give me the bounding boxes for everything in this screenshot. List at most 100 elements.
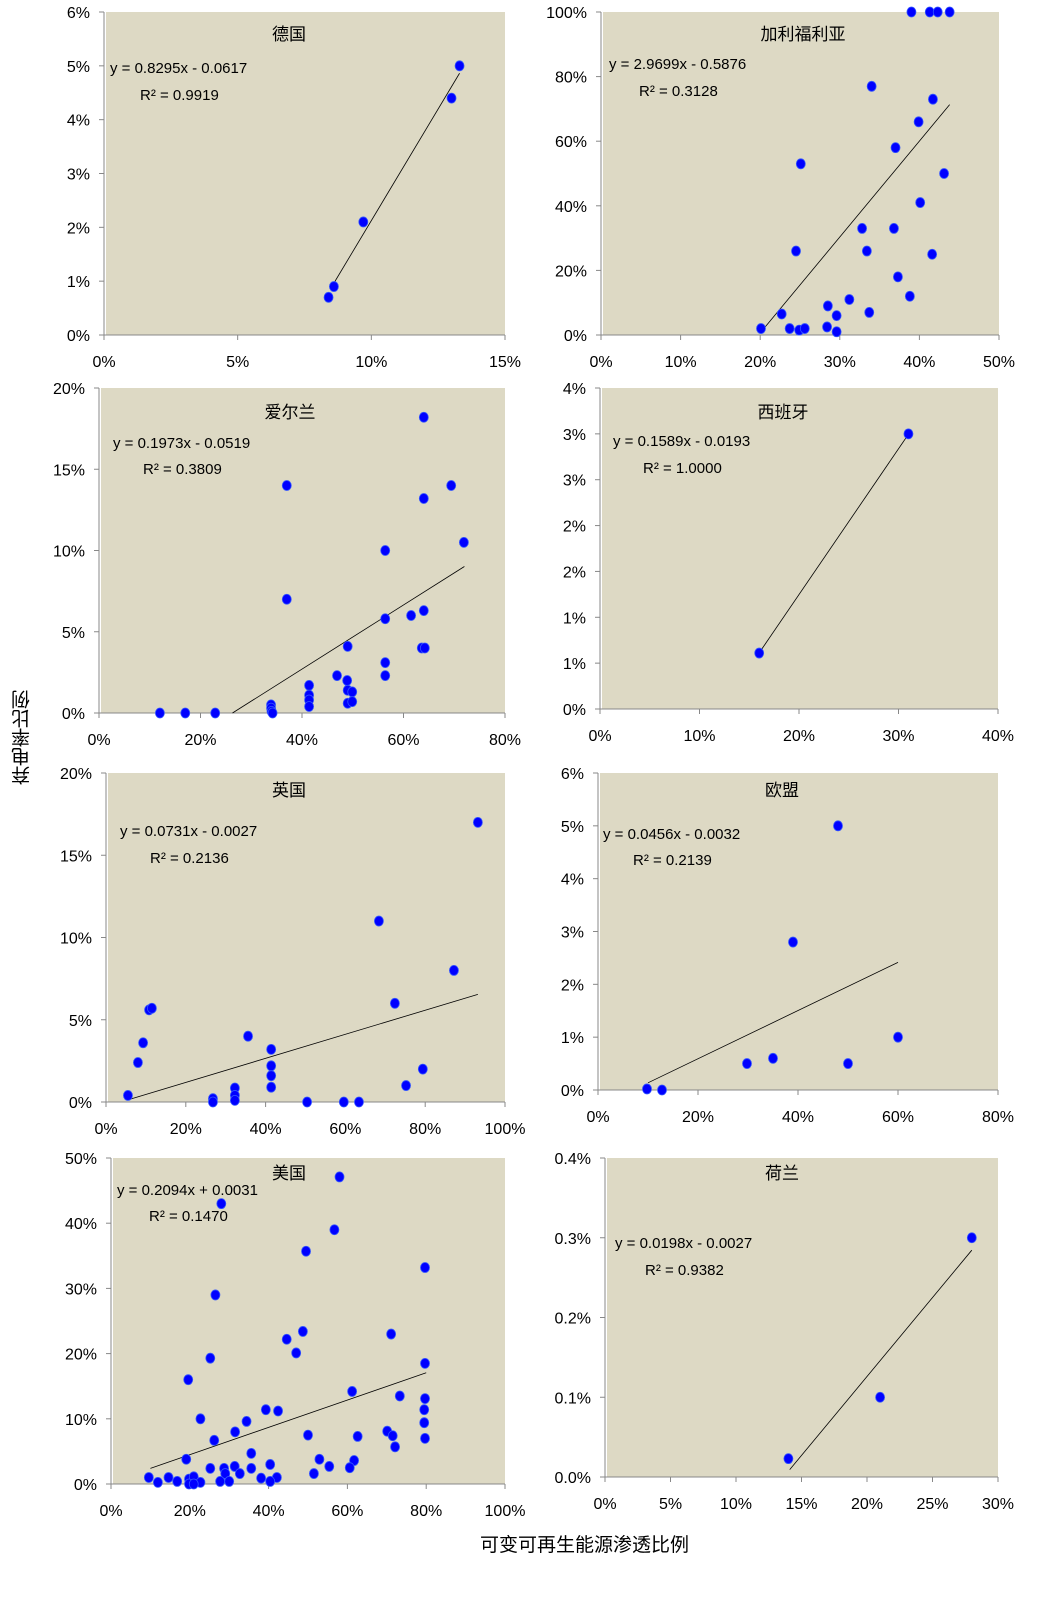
data-point <box>889 223 899 234</box>
data-point <box>406 610 417 621</box>
x-tick-label: 0% <box>593 1496 616 1513</box>
trendline <box>333 73 460 284</box>
scatter-panel: 0.0% 0.1% 0.2% 0.3% 0.4% 0% 5% 10% 15% 20% 25% 30% 荷… <box>555 1151 1014 1513</box>
y-tick-label: 5% <box>69 1013 92 1030</box>
data-point <box>347 686 358 698</box>
data-point <box>784 323 795 334</box>
data-point <box>303 1429 313 1441</box>
r-squared-label: R² = 0.9919 <box>140 87 219 104</box>
y-tick-label: 100% <box>546 5 587 22</box>
data-point <box>281 593 292 605</box>
y-tick-label: 5% <box>67 59 90 76</box>
y-tick-label: 20% <box>60 766 92 783</box>
x-tick-label: 0% <box>94 1121 117 1138</box>
panel-title: 荷兰 <box>765 1164 799 1184</box>
data-point <box>939 168 949 179</box>
x-tick-label: 10% <box>355 354 387 371</box>
data-point <box>210 1289 221 1301</box>
x-tick-label: 20% <box>783 728 815 745</box>
data-point <box>419 1417 430 1429</box>
data-point <box>857 223 867 234</box>
y-tick-label: 0.2% <box>555 1311 591 1328</box>
data-point <box>906 6 917 18</box>
trendline-equation: y = 0.1973x - 0.0519 <box>113 435 250 452</box>
data-point <box>246 1462 257 1474</box>
x-tick-label: 40% <box>982 728 1014 745</box>
y-tick-label: 60% <box>555 134 587 151</box>
data-point <box>358 216 369 228</box>
y-tick-label: 15% <box>60 848 92 865</box>
scatter-panel: 0% 20% 40% 60% 80% 100% 0% 10% 20% 30% 40% 50% 加利福利亚… <box>546 5 1015 371</box>
data-point <box>338 1096 349 1108</box>
data-point <box>791 245 801 257</box>
y-tick-label: 80% <box>555 70 587 87</box>
x-tick-label: 20% <box>170 1121 202 1138</box>
data-point <box>420 1357 430 1369</box>
data-point <box>172 1475 183 1487</box>
data-point <box>143 1472 154 1483</box>
data-point <box>394 1390 405 1402</box>
data-point <box>123 1090 133 1101</box>
x-tick-label: 30% <box>982 1496 1014 1513</box>
y-tick-label: 0% <box>564 328 587 345</box>
y-tick-label: 50% <box>65 1151 97 1168</box>
r-squared-label: R² = 0.2136 <box>150 850 229 867</box>
data-point <box>458 536 469 548</box>
y-tick-label: 40% <box>65 1216 97 1233</box>
data-point <box>195 1413 206 1425</box>
data-point <box>324 1460 335 1472</box>
scatter-panel: 0% 10% 20% 30% 40% 50% 0% 20% 40% 60% 80% 100% 美国 y =… <box>65 1151 525 1520</box>
data-point <box>301 1245 311 1257</box>
data-point <box>418 411 429 423</box>
data-point <box>352 1431 363 1442</box>
data-point <box>831 326 842 338</box>
plot-area <box>106 12 505 335</box>
x-tick-label: 40% <box>286 732 318 749</box>
x-tick-label: 20% <box>174 1503 206 1520</box>
data-point <box>344 1462 355 1474</box>
y-tick-label: 2% <box>67 220 90 237</box>
data-point <box>756 323 766 334</box>
x-tick-label: 5% <box>659 1496 682 1513</box>
data-point <box>138 1037 149 1049</box>
data-point <box>822 300 833 312</box>
x-tick-label: 0% <box>92 354 115 371</box>
data-point <box>417 1063 428 1075</box>
y-axis-label: 弃电率比例 <box>11 690 33 785</box>
y-tick-label: 10% <box>60 931 92 948</box>
y-tick-label: 0% <box>69 1095 92 1112</box>
data-point <box>154 707 165 719</box>
data-point <box>266 1070 277 1082</box>
y-tick-label: 6% <box>67 5 90 22</box>
y-tick-label: 0% <box>561 1083 584 1100</box>
y-tick-label: 2% <box>563 519 586 536</box>
x-tick-label: 10% <box>683 728 715 745</box>
x-tick-label: 15% <box>785 1496 817 1513</box>
data-point <box>215 1475 226 1487</box>
scatter-panel: 0% 1% 2% 3% 4% 5% 6% 0% 5% 10% 15% 德国 y = 0.8295x - … <box>67 5 521 371</box>
data-point <box>387 1430 398 1442</box>
data-point <box>304 701 315 712</box>
data-point <box>347 696 358 708</box>
x-tick-label: 80% <box>489 732 521 749</box>
data-point <box>210 707 221 719</box>
data-point <box>861 245 872 257</box>
data-point <box>890 142 901 154</box>
data-point <box>302 1096 312 1108</box>
y-tick-label: 40% <box>555 199 587 216</box>
data-point <box>776 308 787 320</box>
data-point <box>472 816 483 828</box>
data-point <box>281 1333 292 1345</box>
y-tick-label: 10% <box>53 544 85 561</box>
plot-area <box>600 773 998 1090</box>
data-point <box>266 1043 277 1055</box>
data-point <box>380 545 391 556</box>
y-tick-label: 4% <box>563 381 586 398</box>
x-tick-label: 40% <box>250 1121 282 1138</box>
data-point <box>241 1416 252 1427</box>
y-tick-label: 0% <box>67 328 90 345</box>
data-point <box>657 1084 667 1096</box>
plot-area <box>607 1158 998 1477</box>
data-point <box>332 670 342 682</box>
